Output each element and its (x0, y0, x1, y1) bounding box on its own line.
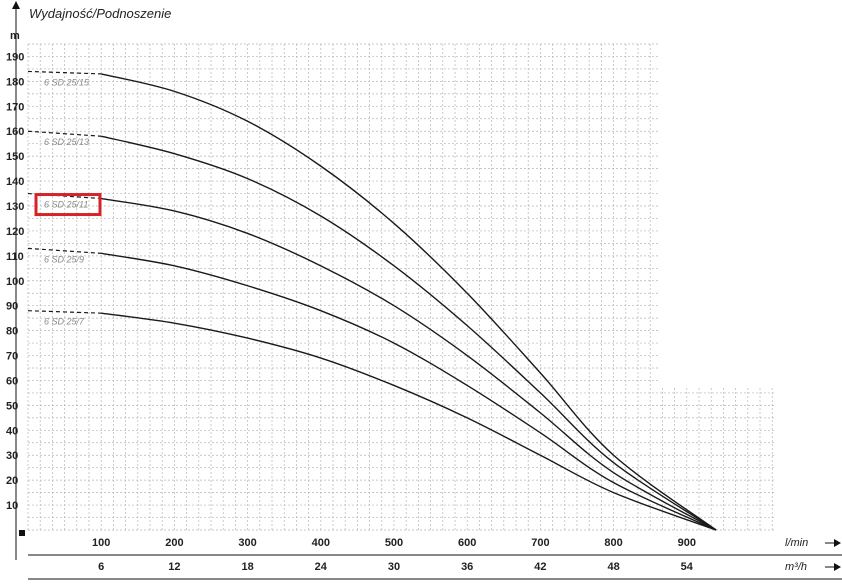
series-line-dashed (27, 310, 102, 314)
y-axis-label: m (10, 30, 20, 42)
x2-tick-label: 18 (241, 561, 253, 573)
y-tick-label: 70 (6, 351, 18, 363)
series-line (101, 312, 717, 531)
series-line (101, 252, 717, 531)
series-label: 6 SD 25/15 (44, 77, 90, 87)
x2-tick-label: 54 (681, 561, 694, 573)
series-line-dashed (27, 70, 102, 75)
x-tick-label: 200 (165, 537, 183, 549)
y-tick-label: 170 (6, 101, 24, 113)
x2-tick-label: 24 (315, 561, 328, 573)
y-tick-label: 10 (6, 500, 18, 512)
x-tick-label: 300 (238, 537, 256, 549)
series-line-dashed (27, 247, 102, 254)
y-axis-arrow-icon (12, 1, 20, 9)
x-tick-label: 400 (312, 537, 330, 549)
series-line (101, 73, 717, 531)
series-label: 6 SD 25/9 (44, 254, 84, 264)
y-tick-label: 120 (6, 226, 24, 238)
y-tick-label: 90 (6, 301, 18, 313)
x2-axis-arrow-icon (834, 563, 841, 571)
origin-marker (19, 530, 25, 536)
x2-tick-label: 42 (534, 561, 546, 573)
y-tick-label: 30 (6, 450, 18, 462)
series-line (101, 135, 717, 531)
x2-axis-label: m³/h (785, 561, 807, 573)
series-label: 6 SD 25/7 (44, 317, 85, 327)
x-tick-label: 700 (531, 537, 549, 549)
y-tick-label: 140 (6, 176, 24, 188)
x2-tick-label: 48 (607, 561, 619, 573)
y-tick-label: 180 (6, 76, 24, 88)
y-tick-label: 60 (6, 375, 18, 387)
highlight-box (34, 193, 102, 217)
x-tick-label: 100 (92, 537, 110, 549)
x2-tick-label: 6 (98, 561, 104, 573)
curves (27, 70, 717, 531)
series-line-dashed (27, 130, 102, 137)
x2-tick-label: 36 (461, 561, 473, 573)
y-tick-label: 130 (6, 201, 24, 213)
series-label: 6 SD 25/13 (44, 137, 89, 147)
y-tick-label: 50 (6, 400, 18, 412)
y-tick-label: 20 (6, 475, 18, 487)
x-axis-arrow-icon (834, 539, 841, 547)
labels: 6 SD 25/15 6 SD 25/13 6 SD 25/11 6 SD 25/9 6… (34, 77, 102, 327)
x2-tick-label: 30 (388, 561, 400, 573)
x-tick-label: 800 (604, 537, 622, 549)
y-tick-label: 150 (6, 151, 24, 163)
x2-tick-label: 12 (168, 561, 180, 573)
x-tick-label: 600 (458, 537, 476, 549)
y-tick-label: 100 (6, 276, 24, 288)
axes: 10 20 30 40 50 60 70 80 90 100 110 120 130 140 150 160 1… (6, 1, 842, 580)
y-tick-label: 40 (6, 425, 18, 437)
y-tick-label: 190 (6, 51, 24, 63)
x-tick-label: 900 (678, 537, 696, 549)
y-tick-label: 80 (6, 326, 18, 338)
series-line (101, 197, 717, 531)
y-tick-label: 110 (6, 251, 24, 263)
chart-title: Wydajność/Podnoszenie (29, 6, 171, 21)
y-tick-label: 160 (6, 126, 24, 138)
x-axis-label: l/min (785, 537, 808, 549)
grid (27, 43, 775, 531)
series-label: 6 SD 25/11 (44, 200, 88, 210)
x-tick-label: 500 (385, 537, 403, 549)
